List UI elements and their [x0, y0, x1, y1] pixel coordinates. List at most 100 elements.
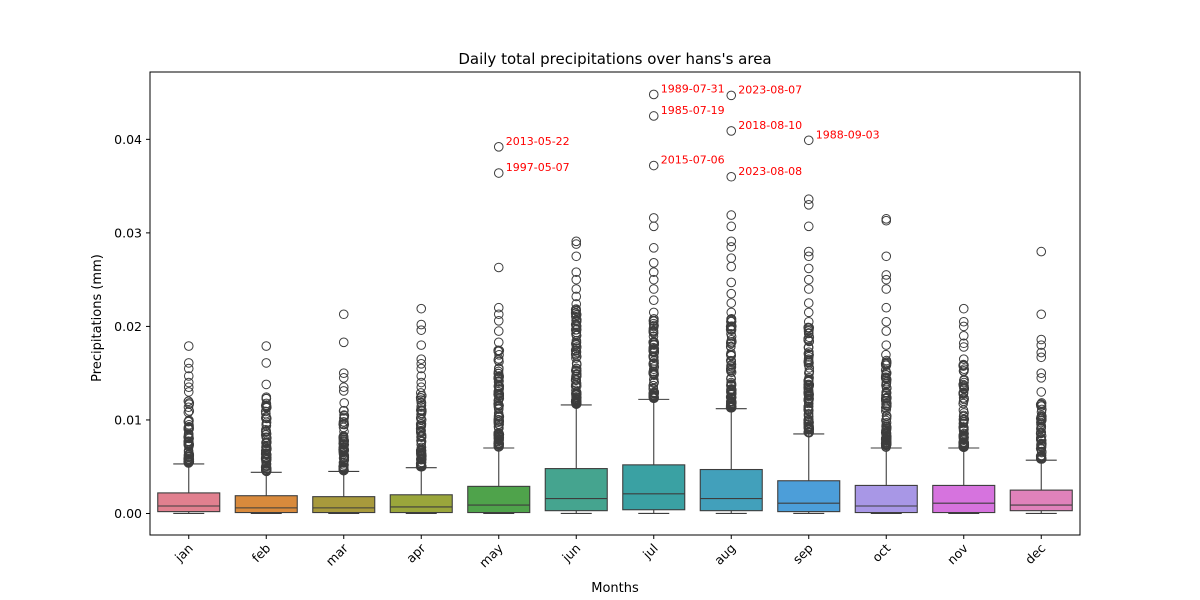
outlier-point: [726, 253, 737, 263]
x-axis: jan feb mar apr may jun jul aug sep oct nov dec: [171, 535, 1048, 570]
x-tick-label: jun: [558, 541, 583, 566]
outlier-point: [881, 415, 891, 426]
outlier-point: [648, 243, 659, 253]
outlier-point: [493, 441, 504, 452]
box-iqr: [157, 492, 221, 513]
outlier-point: [571, 399, 582, 409]
x-tick-label: nov: [944, 540, 971, 567]
box-mar: [312, 309, 376, 515]
outlier-point: [726, 325, 737, 335]
box-iqr: [234, 495, 298, 514]
box-may: [467, 142, 531, 515]
outlier-point: [1035, 428, 1046, 438]
outlier-point: [183, 341, 194, 351]
outlier-point: [803, 263, 814, 274]
outlier-point: [881, 251, 892, 262]
y-axis: 0.00 0.01 0.02 0.03 0.04: [114, 132, 150, 521]
outlier-point: [726, 277, 737, 288]
box-feb: [234, 341, 298, 515]
outlier-point: [260, 406, 271, 417]
outlier-point: [183, 382, 194, 393]
outlier-point: [726, 236, 737, 247]
x-tick-label: oct: [869, 540, 893, 564]
x-tick-label: sep: [790, 540, 816, 566]
outlier-point: [1036, 434, 1046, 445]
outlier-point: [1036, 352, 1047, 363]
y-axis-label: Precipitations (mm): [90, 254, 105, 382]
outlier-point: [648, 89, 659, 100]
outlier-point: [803, 135, 814, 146]
outlier-point: [958, 338, 969, 349]
box-iqr: [312, 496, 376, 514]
outlier-point: [416, 432, 426, 442]
outlier-point: [494, 411, 505, 422]
y-tick-label: 0.03: [114, 225, 142, 240]
outlier-point: [649, 393, 659, 404]
box-aug: [699, 90, 763, 515]
outlier-date-annotation: 1988-09-03: [816, 128, 880, 141]
box-iqr: [932, 484, 996, 514]
outlier-point: [571, 394, 581, 405]
y-tick-label: 0.02: [114, 319, 142, 334]
outlier-point: [881, 214, 892, 224]
outlier-point: [804, 363, 815, 373]
outlier-point: [339, 398, 349, 408]
outlier-point: [415, 392, 426, 403]
outlier-point: [1036, 435, 1047, 446]
outlier-point: [959, 424, 969, 435]
outlier-point: [183, 451, 194, 462]
outlier-point: [183, 436, 194, 447]
y-tick-label: 0.04: [114, 132, 142, 147]
outlier-point: [416, 449, 427, 459]
outlier-point: [1035, 454, 1046, 464]
outlier-point: [262, 433, 272, 443]
outlier-point: [803, 316, 814, 327]
outlier-point: [958, 396, 969, 407]
outlier-point: [493, 168, 504, 178]
outlier-point: [880, 438, 891, 449]
outlier-point: [959, 374, 969, 385]
plot-area: 2013-05-22 1997-05-07 1989-07-31 1985-07-19…: [157, 82, 1073, 515]
outlier-point: [571, 320, 582, 331]
outlier-point: [493, 302, 504, 313]
outlier-point: [803, 194, 814, 205]
outlier-point: [726, 355, 737, 366]
outlier-point: [183, 429, 194, 440]
outlier-point: [881, 428, 892, 439]
outlier-point: [648, 160, 659, 171]
outlier-point: [958, 303, 969, 314]
outlier-point: [958, 316, 969, 327]
outlier-point: [726, 361, 736, 371]
outlier-point: [1036, 340, 1047, 350]
outlier-point: [881, 284, 892, 294]
outlier-point: [416, 340, 427, 350]
outlier-point: [338, 422, 349, 433]
outlier-point: [571, 348, 581, 359]
outlier-point: [881, 274, 892, 285]
outlier-point: [881, 270, 892, 280]
outlier-point: [416, 420, 426, 431]
outlier-point: [804, 373, 814, 383]
outlier-point: [649, 343, 660, 354]
outlier-point: [261, 358, 272, 368]
outlier-point: [493, 408, 504, 418]
outlier-point: [803, 251, 814, 262]
x-tick-label: aug: [711, 541, 738, 568]
outlier-point: [338, 337, 349, 348]
outlier-point: [726, 329, 736, 339]
outlier-point: [494, 350, 504, 360]
outlier-point: [726, 307, 737, 318]
outlier-point: [803, 307, 814, 318]
outlier-point: [571, 316, 582, 327]
outlier-point: [958, 432, 969, 442]
outlier-point: [261, 413, 272, 423]
outlier-point: [493, 326, 504, 336]
outlier-point: [803, 379, 814, 390]
outlier-point: [261, 444, 272, 455]
outlier-point: [493, 355, 504, 365]
outlier-point: [726, 171, 737, 182]
outlier-point: [183, 363, 194, 374]
outlier-point: [881, 316, 892, 327]
outlier-point: [339, 446, 349, 456]
outlier-point: [726, 298, 737, 308]
